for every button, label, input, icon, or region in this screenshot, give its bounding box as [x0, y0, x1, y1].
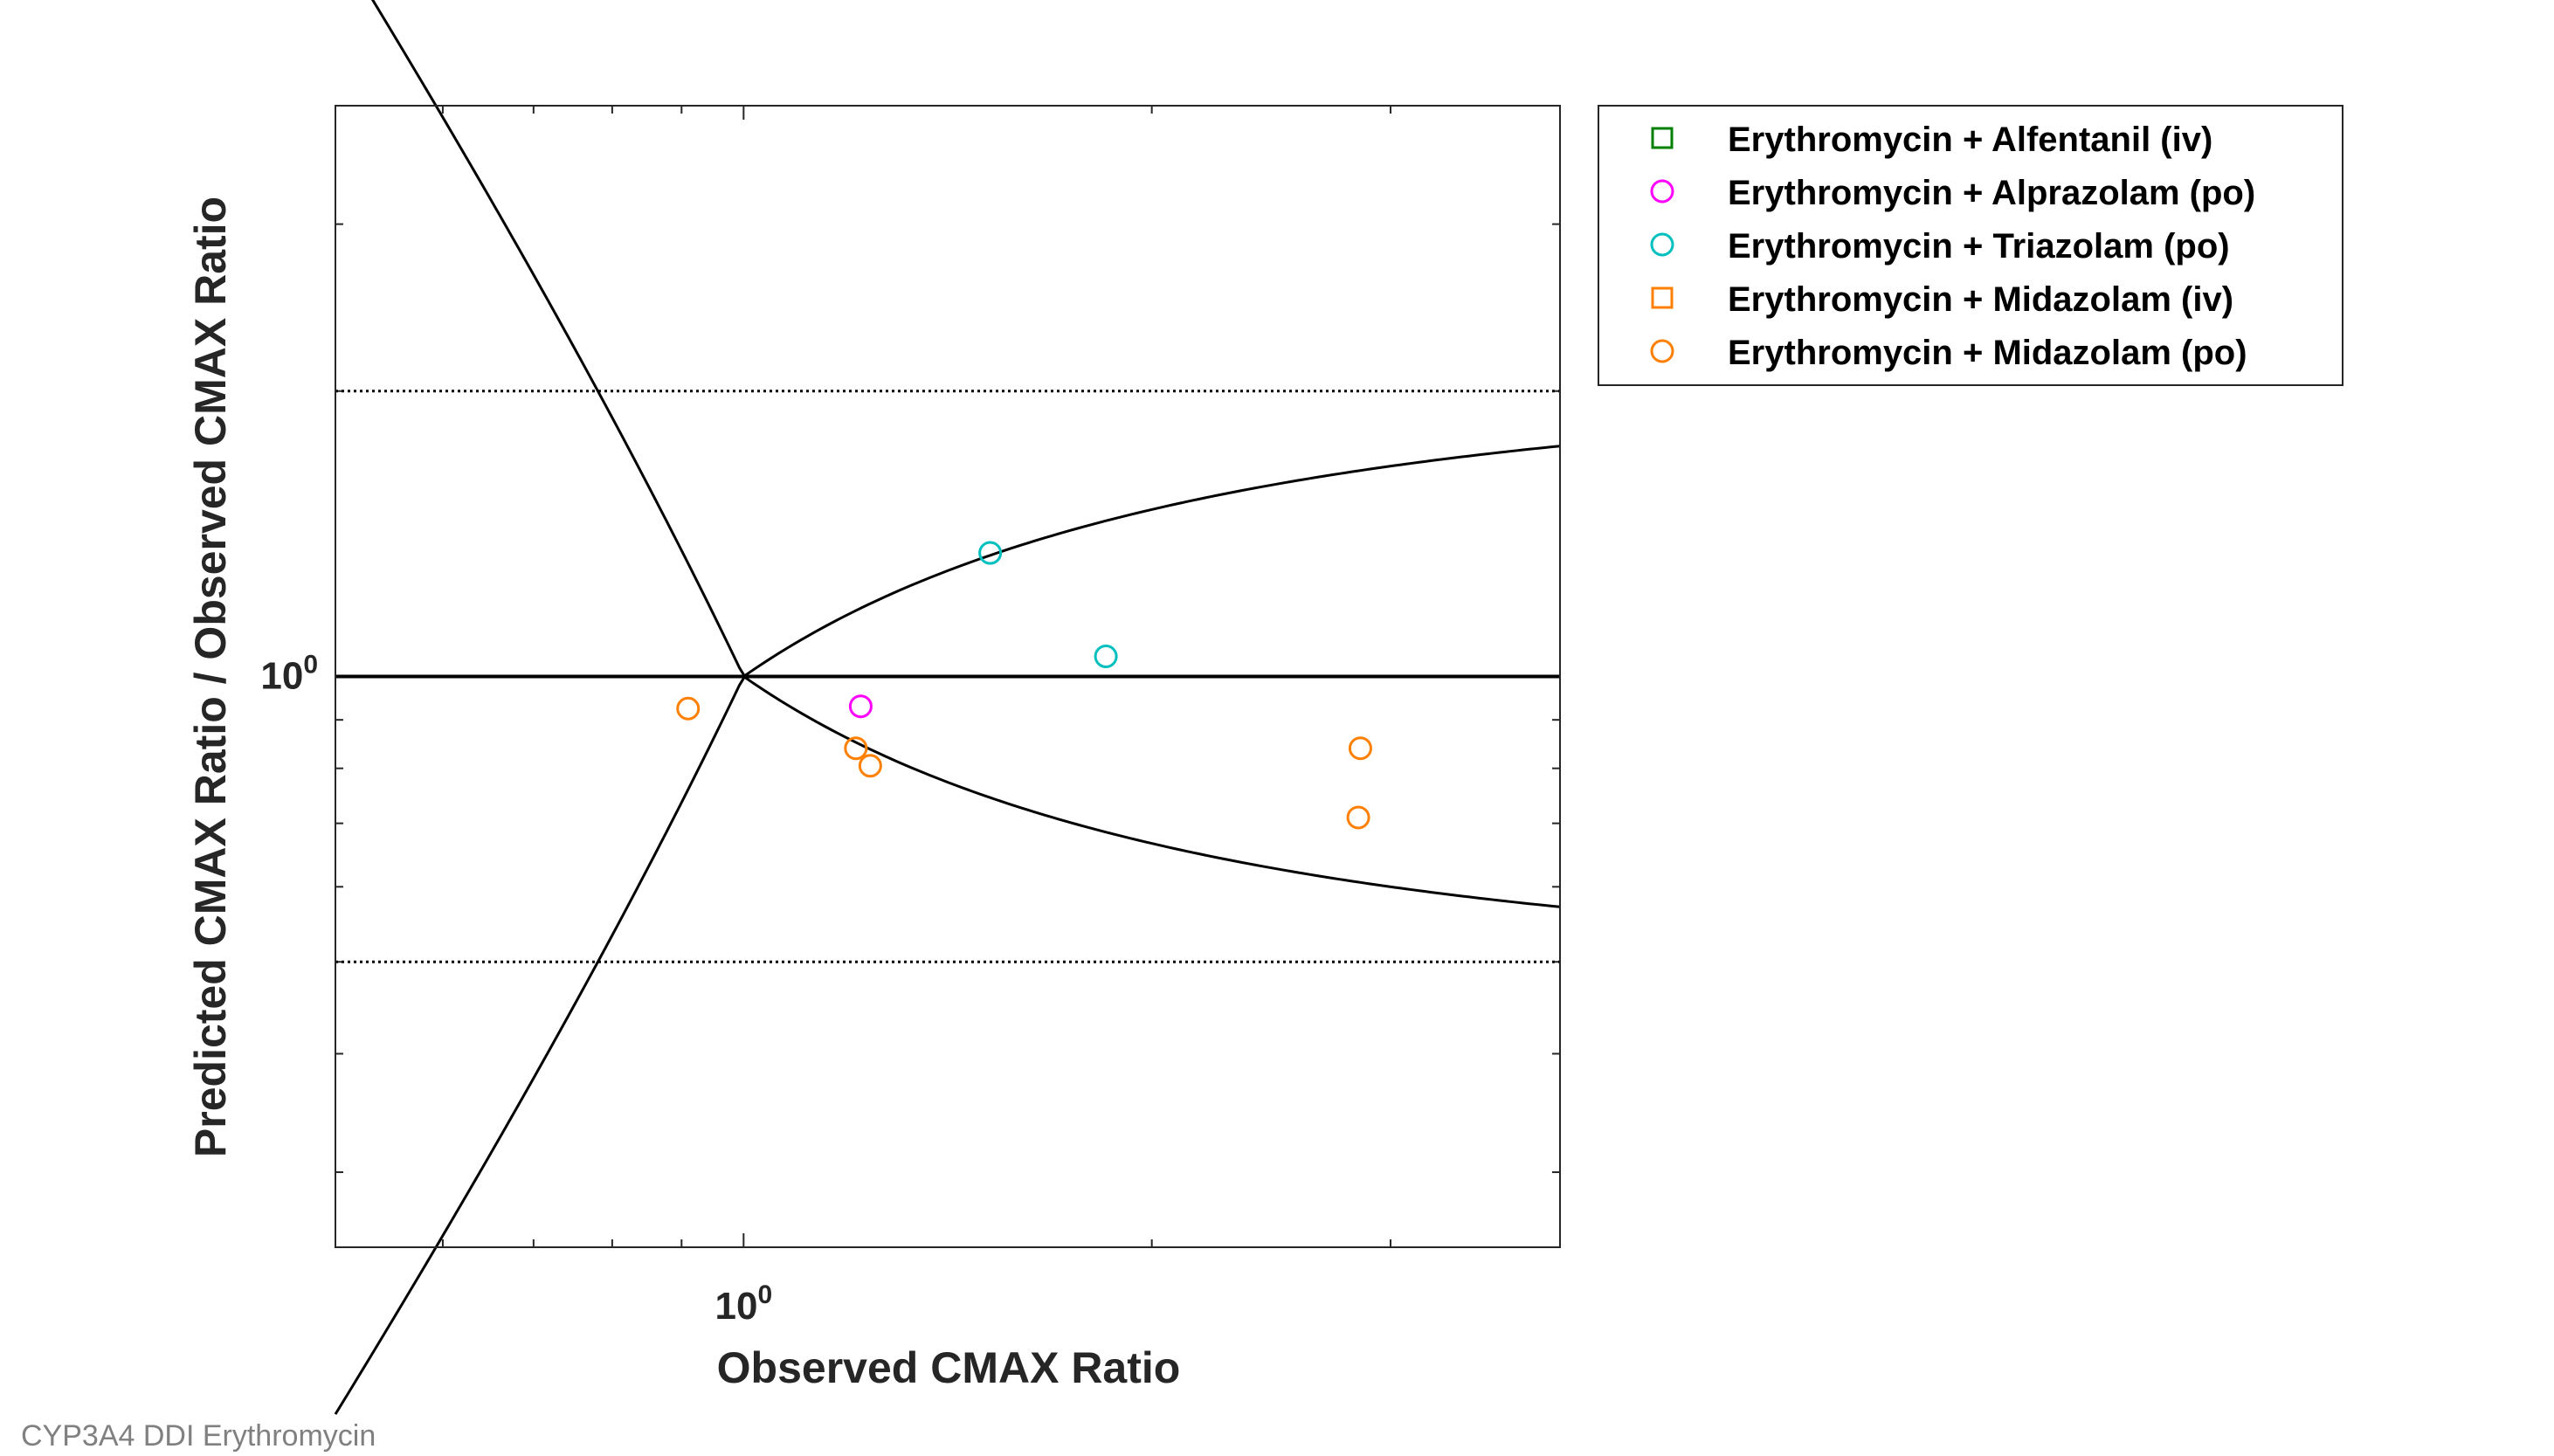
y-tick-label: 100: [260, 651, 318, 698]
legend-label: Erythromycin + Midazolam (iv): [1728, 280, 2233, 319]
legend-label: Erythromycin + Triazolam (po): [1728, 227, 2230, 266]
data-point: [676, 696, 701, 721]
legend-label: Erythromycin + Alfentanil (iv): [1728, 121, 2212, 159]
data-point: [1094, 645, 1118, 669]
x-tick-label: 100: [715, 1280, 773, 1328]
plot-frame: [335, 105, 1561, 1248]
data-point: [1348, 736, 1372, 761]
x-axis-label: Observed CMAX Ratio: [717, 1343, 1181, 1392]
data-point: [858, 754, 882, 778]
legend-label: Erythromycin + Midazolam (po): [1728, 334, 2247, 372]
data-point: [978, 541, 1003, 565]
legend-items: Erythromycin + Alfentanil (iv) Erythromyc…: [1650, 121, 2255, 372]
legend-marker: [1651, 286, 1674, 309]
legend-label: Erythromycin + Alprazolam (po): [1728, 174, 2255, 212]
guest-upper-limit-curve: [334, 445, 1561, 1415]
legend-marker: [1650, 232, 1674, 257]
legend-box: [1598, 105, 2343, 386]
guest-lower-limit-curve: [370, 0, 1561, 908]
figure-caption: CYP3A4 DDI Erythromycin: [21, 1419, 376, 1453]
data-point: [844, 736, 868, 761]
legend-marker: [1651, 127, 1674, 149]
data-point: [848, 694, 873, 719]
legend-marker: [1650, 339, 1674, 363]
reference-lines: [334, 0, 1561, 1415]
data-point: [1346, 805, 1370, 830]
legend-marker: [1650, 179, 1674, 204]
y-axis-label: Predicted CMAX Ratio / Observed CMAX Rat…: [186, 197, 235, 1157]
legend: Erythromycin + Alfentanil (iv) Erythromyc…: [1598, 105, 2343, 386]
data-points: [676, 541, 1372, 830]
